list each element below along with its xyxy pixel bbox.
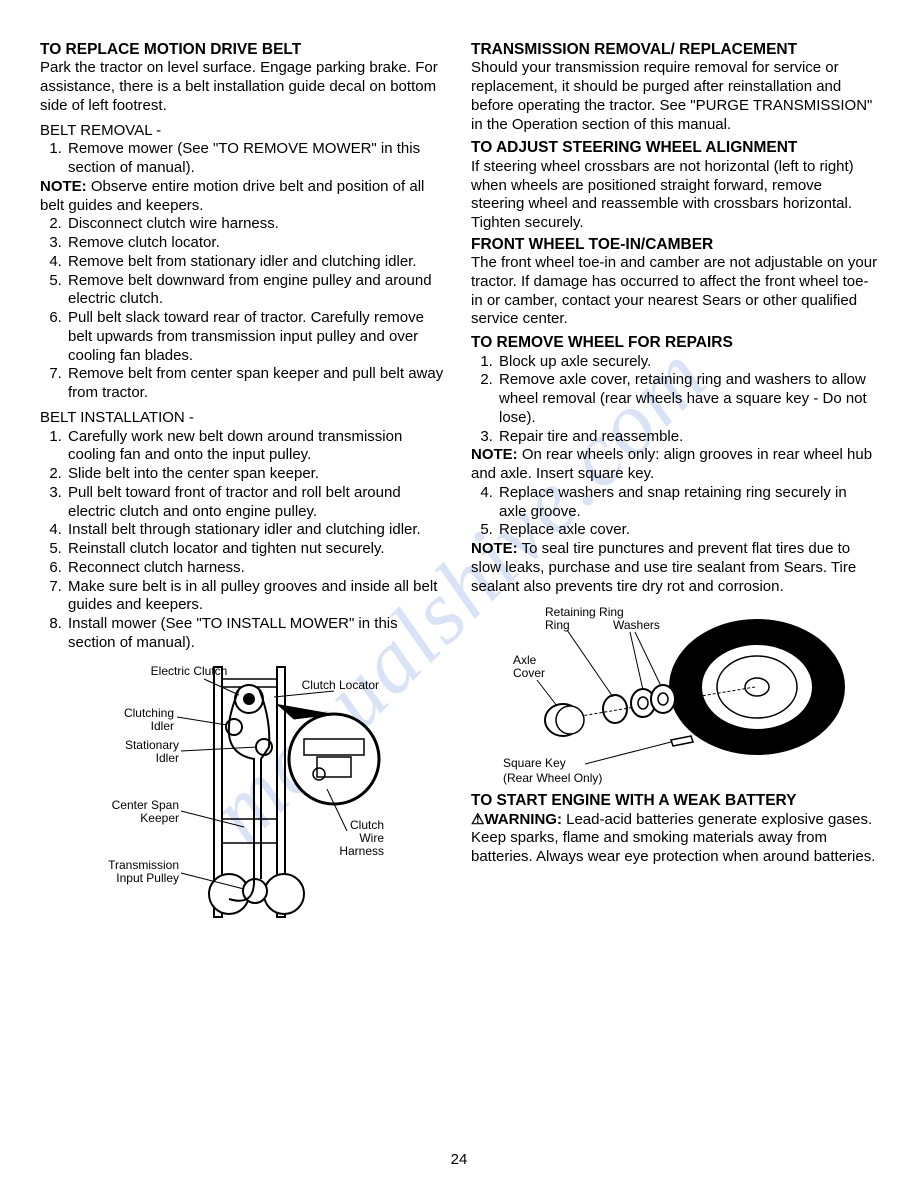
svg-text:Washers: Washers bbox=[613, 618, 660, 632]
list-item: Remove axle cover, retaining ring and wa… bbox=[497, 371, 878, 427]
note-2: NOTE: On rear wheels only: align grooves… bbox=[471, 446, 878, 484]
note-label: NOTE: bbox=[40, 178, 87, 195]
belt-install-heading: BELT INSTALLATION - bbox=[40, 409, 447, 428]
note-text: Observe entire motion drive belt and pos… bbox=[40, 178, 424, 214]
wheel-list-2: Replace washers and snap retaining ring … bbox=[471, 484, 878, 540]
note-text: To seal tire punctures and prevent flat … bbox=[471, 540, 856, 595]
warning-icon: ⚠ bbox=[471, 811, 484, 830]
page-number: 24 bbox=[451, 1151, 468, 1170]
list-item: Remove belt from stationary idler and cl… bbox=[66, 253, 447, 272]
list-item: Carefully work new belt down around tran… bbox=[66, 428, 447, 466]
heading-replace-belt: TO REPLACE MOTION DRIVE BELT bbox=[40, 40, 447, 59]
list-item: Block up axle securely. bbox=[497, 353, 878, 372]
svg-text:TransmissionInput Pulley: TransmissionInput Pulley bbox=[108, 858, 179, 885]
list-item: Disconnect clutch wire harness. bbox=[66, 215, 447, 234]
heading-weak-battery: TO START ENGINE WITH A WEAK BATTERY bbox=[471, 791, 878, 810]
heading-remove-wheel: TO REMOVE WHEEL FOR REPAIRS bbox=[471, 333, 878, 352]
belt-diagram-svg: Electric Clutch Clutch Locator Clutching… bbox=[79, 659, 409, 939]
note-text: On rear wheels only: align grooves in re… bbox=[471, 446, 872, 482]
heading-steering: TO ADJUST STEERING WHEEL ALIGNMENT bbox=[471, 138, 878, 157]
warning-text: ⚠WARNING: Lead-acid batteries generate e… bbox=[471, 811, 878, 867]
list-item: Remove belt from center span keeper and … bbox=[66, 365, 447, 403]
steering-text: If steering wheel crossbars are not hori… bbox=[471, 158, 878, 233]
svg-text:Ring: Ring bbox=[545, 618, 570, 632]
list-item: Reconnect clutch harness. bbox=[66, 559, 447, 578]
note-label: NOTE: bbox=[471, 446, 518, 463]
transmission-text: Should your transmission require removal… bbox=[471, 59, 878, 134]
warning-label: WARNING: bbox=[484, 811, 562, 828]
list-item: Remove mower (See "TO REMOVE MOWER" in t… bbox=[66, 140, 447, 178]
wheel-diagram: Retaining Ring Ring Washers Axle Cover S… bbox=[471, 602, 878, 787]
heading-toein: FRONT WHEEL TOE-IN/CAMBER bbox=[471, 235, 878, 254]
belt-removal-list: Remove mower (See "TO REMOVE MOWER" in t… bbox=[40, 140, 447, 178]
svg-text:Square Key: Square Key bbox=[503, 756, 566, 770]
svg-text:ClutchWireHarness: ClutchWireHarness bbox=[339, 818, 384, 858]
svg-text:ClutchingIdler: ClutchingIdler bbox=[123, 706, 173, 733]
svg-text:Retaining Ring: Retaining Ring bbox=[545, 605, 624, 619]
list-item: Remove belt downward from engine pulley … bbox=[66, 272, 447, 310]
list-item: Replace axle cover. bbox=[497, 521, 878, 540]
svg-text:Cover: Cover bbox=[513, 666, 545, 680]
note-3: NOTE: To seal tire punctures and prevent… bbox=[471, 540, 878, 596]
belt-removal-heading: BELT REMOVAL - bbox=[40, 122, 447, 141]
list-item: Remove clutch locator. bbox=[66, 234, 447, 253]
note-1: NOTE: Observe entire motion drive belt a… bbox=[40, 178, 447, 216]
belt-install-list: Carefully work new belt down around tran… bbox=[40, 428, 447, 653]
right-column: TRANSMISSION REMOVAL/ REPLACEMENT Should… bbox=[471, 38, 878, 939]
left-column: TO REPLACE MOTION DRIVE BELT Park the tr… bbox=[40, 38, 447, 939]
label-electric-clutch: Electric Clutch bbox=[150, 664, 227, 678]
list-item: Install mower (See "TO INSTALL MOWER" in… bbox=[66, 615, 447, 653]
intro-text: Park the tractor on level surface. Engag… bbox=[40, 59, 447, 115]
wheel-list: Block up axle securely. Remove axle cove… bbox=[471, 353, 878, 447]
belt-removal-list-2: Disconnect clutch wire harness. Remove c… bbox=[40, 215, 447, 403]
list-item: Repair tire and reassemble. bbox=[497, 428, 878, 447]
belt-diagram: Electric Clutch Clutch Locator Clutching… bbox=[40, 659, 447, 939]
svg-text:(Rear Wheel Only): (Rear Wheel Only) bbox=[503, 771, 602, 785]
note-label: NOTE: bbox=[471, 540, 518, 557]
svg-text:StationaryIdler: StationaryIdler bbox=[124, 738, 178, 765]
list-item: Slide belt into the center span keeper. bbox=[66, 465, 447, 484]
svg-text:Clutch Locator: Clutch Locator bbox=[301, 678, 378, 692]
list-item: Make sure belt is in all pulley grooves … bbox=[66, 578, 447, 616]
svg-text:Axle: Axle bbox=[513, 653, 537, 667]
list-item: Install belt through stationary idler an… bbox=[66, 521, 447, 540]
list-item: Reinstall clutch locator and tighten nut… bbox=[66, 540, 447, 559]
svg-text:Center SpanKeeper: Center SpanKeeper bbox=[111, 798, 178, 825]
list-item: Pull belt slack toward rear of tractor. … bbox=[66, 309, 447, 365]
toein-text: The front wheel toe-in and camber are no… bbox=[471, 254, 878, 329]
heading-transmission: TRANSMISSION REMOVAL/ REPLACEMENT bbox=[471, 40, 878, 59]
list-item: Replace washers and snap retaining ring … bbox=[497, 484, 878, 522]
wheel-diagram-svg: Retaining Ring Ring Washers Axle Cover S… bbox=[495, 602, 855, 787]
list-item: Pull belt toward front of tractor and ro… bbox=[66, 484, 447, 522]
